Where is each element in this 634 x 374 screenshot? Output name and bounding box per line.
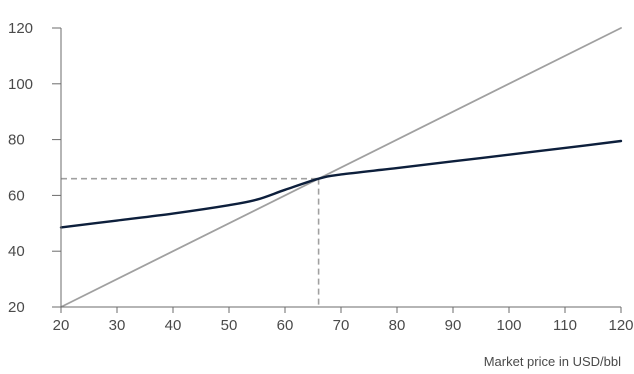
reference-lines bbox=[61, 177, 320, 307]
series-line-diagonal bbox=[60, 27, 622, 308]
x-tick-label: 110 bbox=[553, 317, 577, 334]
x-tick-label: 20 bbox=[53, 317, 70, 334]
y-tick-label: 100 bbox=[8, 76, 33, 93]
x-tick-label: 70 bbox=[333, 317, 350, 334]
x-tick-label: 120 bbox=[608, 317, 633, 334]
x-tick-label: 90 bbox=[445, 317, 462, 334]
x-tick-label: 30 bbox=[109, 317, 126, 334]
y-tick-label: 80 bbox=[8, 132, 25, 149]
series-line-curve bbox=[59, 139, 623, 229]
y-axis-ticks: 20 40 60 80 100 120 bbox=[8, 20, 61, 316]
y-tick-label: 20 bbox=[8, 299, 25, 316]
y-tick-label: 120 bbox=[8, 20, 33, 37]
y-tick-label: 60 bbox=[8, 187, 25, 204]
x-axis-label: Market price in USD/bbl bbox=[484, 354, 621, 369]
x-axis-ticks: 20 30 40 50 60 70 80 90 100 110 120 bbox=[53, 307, 634, 334]
x-tick-label: 80 bbox=[389, 317, 406, 334]
x-tick-label: 60 bbox=[277, 317, 294, 334]
x-tick-label: 40 bbox=[165, 317, 182, 334]
y-tick-label: 40 bbox=[8, 243, 25, 260]
x-tick-label: 100 bbox=[496, 317, 521, 334]
series-layer bbox=[59, 27, 623, 308]
x-tick-label: 50 bbox=[221, 317, 238, 334]
